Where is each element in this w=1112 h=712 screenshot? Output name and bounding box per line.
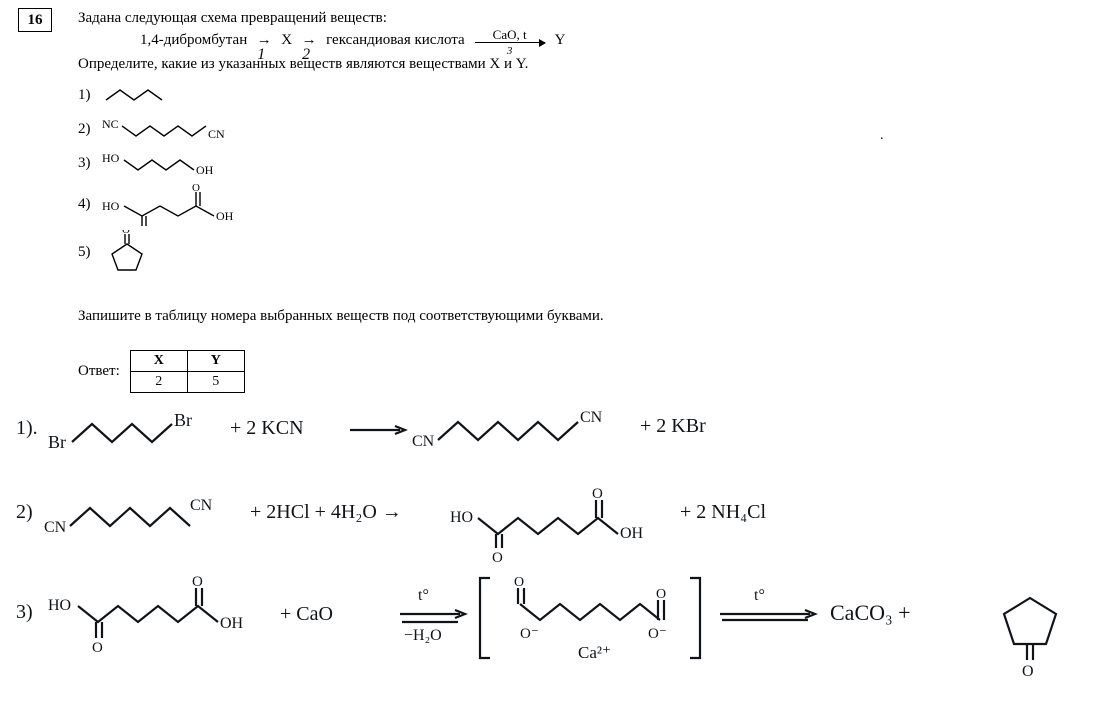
hw-cn-left: CN: [412, 433, 435, 450]
hw2-cn-left: CN: [44, 519, 67, 536]
question-prompt: Задана следующая схема превращений вещес…: [78, 10, 387, 27]
hw3-arrow-top: t°: [418, 587, 429, 604]
option-1: 1): [78, 80, 262, 110]
write-in-instruction: Запишите в таблицу номера выбранных веще…: [78, 306, 698, 326]
question-number: 16: [28, 12, 43, 28]
option-5-structure: O: [102, 230, 152, 274]
o4-oR: O: [192, 182, 200, 194]
longarrow-over: CaO, t: [475, 27, 545, 43]
answer-block: Ответ: X Y 2 5: [78, 350, 245, 393]
hw2-oh: OH: [620, 525, 644, 542]
hw-step1-label: 1).: [16, 417, 38, 439]
identify-text: Определите, какие из указанных веществ я…: [78, 56, 528, 73]
option-1-structure: [102, 84, 172, 106]
hw3-ho: HO: [48, 597, 71, 614]
hw-br-right: Br: [174, 410, 192, 430]
answer-col-x: X: [130, 351, 187, 372]
hw-step3-reagent: + CaO: [280, 603, 333, 625]
hw-step2-reagent: + 2HCl + 4H₂O →: [250, 501, 402, 523]
hw-step2-tail: + 2 NH₄Cl: [680, 501, 766, 523]
hw-step1-reagent: + 2 KCN: [230, 417, 304, 439]
question-number-box: 16: [18, 8, 52, 32]
hw2-oL: O: [492, 550, 503, 566]
answer-col-y: Y: [187, 351, 244, 372]
option-1-num: 1): [78, 87, 102, 104]
hw2-oR: O: [592, 486, 603, 502]
hw3b-ca: Ca²⁺: [578, 643, 611, 662]
handwritten-work: 1). Br Br + 2 KCN CN CN + 2 KBr 2) CN CN…: [0, 400, 1112, 712]
hw2-ho: HO: [450, 509, 473, 526]
hw3-arrow-bot: −H₂O: [404, 627, 442, 644]
hw3-arrow2-top: t°: [754, 587, 765, 604]
hw-cn-right: CN: [580, 409, 603, 426]
options-block: 1) 2) NC CN 3) HO OH 4): [78, 80, 262, 278]
hw2-cn-right: CN: [190, 497, 213, 514]
nc-label: NC: [102, 117, 119, 131]
cn-label: CN: [208, 127, 225, 141]
scheme-y: Y: [555, 32, 566, 49]
answer-x[interactable]: 2: [130, 372, 187, 393]
scheme-arrow-2: 2: [298, 32, 320, 49]
o4-ho: HO: [102, 199, 120, 213]
option-4-num: 4): [78, 196, 102, 213]
o5-o: O: [122, 230, 130, 236]
option-3: 3) HO OH: [78, 148, 262, 178]
option-3-structure: HO OH: [102, 150, 252, 176]
hw3-prod-o: O: [1022, 663, 1034, 680]
hw-step1-tail: + 2 KBr: [640, 415, 706, 437]
hw3-oL: O: [92, 640, 103, 656]
hw-br-left: Br: [48, 432, 66, 452]
scheme-arrow-1: 1: [253, 32, 275, 49]
hw3b-oL: O: [514, 575, 524, 590]
option-2: 2) NC CN: [78, 114, 262, 144]
scheme-start: 1,4-дибромбутан: [140, 32, 247, 49]
scheme-mid: гександиовая кислота: [326, 32, 465, 49]
option-4-structure: HO O O OH: [102, 182, 262, 226]
o4-oh: OH: [216, 209, 234, 223]
oh-label: OH: [196, 163, 214, 176]
option-5: 5) O: [78, 230, 262, 274]
option-2-num: 2): [78, 121, 102, 138]
stray-dot: .: [880, 128, 884, 144]
scheme-x: X: [281, 32, 292, 49]
o4-oL: O: [138, 225, 146, 226]
hw3b-omR: O⁻: [648, 626, 667, 642]
option-4: 4) HO O O OH: [78, 182, 262, 226]
hw3-oR: O: [192, 574, 203, 590]
hw-step2-label: 2): [16, 501, 33, 523]
hw3b-omL: O⁻: [520, 626, 539, 642]
option-2-structure: NC CN: [102, 116, 252, 142]
hw-step3-label: 3): [16, 601, 33, 623]
option-3-num: 3): [78, 155, 102, 172]
hw3-oh: OH: [220, 615, 244, 632]
scheme-longarrow: CaO, t 3: [475, 42, 545, 43]
hw3-prod1: CaCO₃ +: [830, 600, 911, 625]
ho-label: HO: [102, 151, 120, 165]
answer-table: X Y 2 5: [130, 350, 245, 393]
hw3b-oR: O: [656, 587, 666, 602]
option-5-num: 5): [78, 244, 102, 261]
answer-label: Ответ:: [78, 363, 120, 380]
answer-y[interactable]: 5: [187, 372, 244, 393]
reaction-scheme: 1,4-дибромбутан 1 X 2 гександиовая кисло…: [140, 32, 565, 49]
